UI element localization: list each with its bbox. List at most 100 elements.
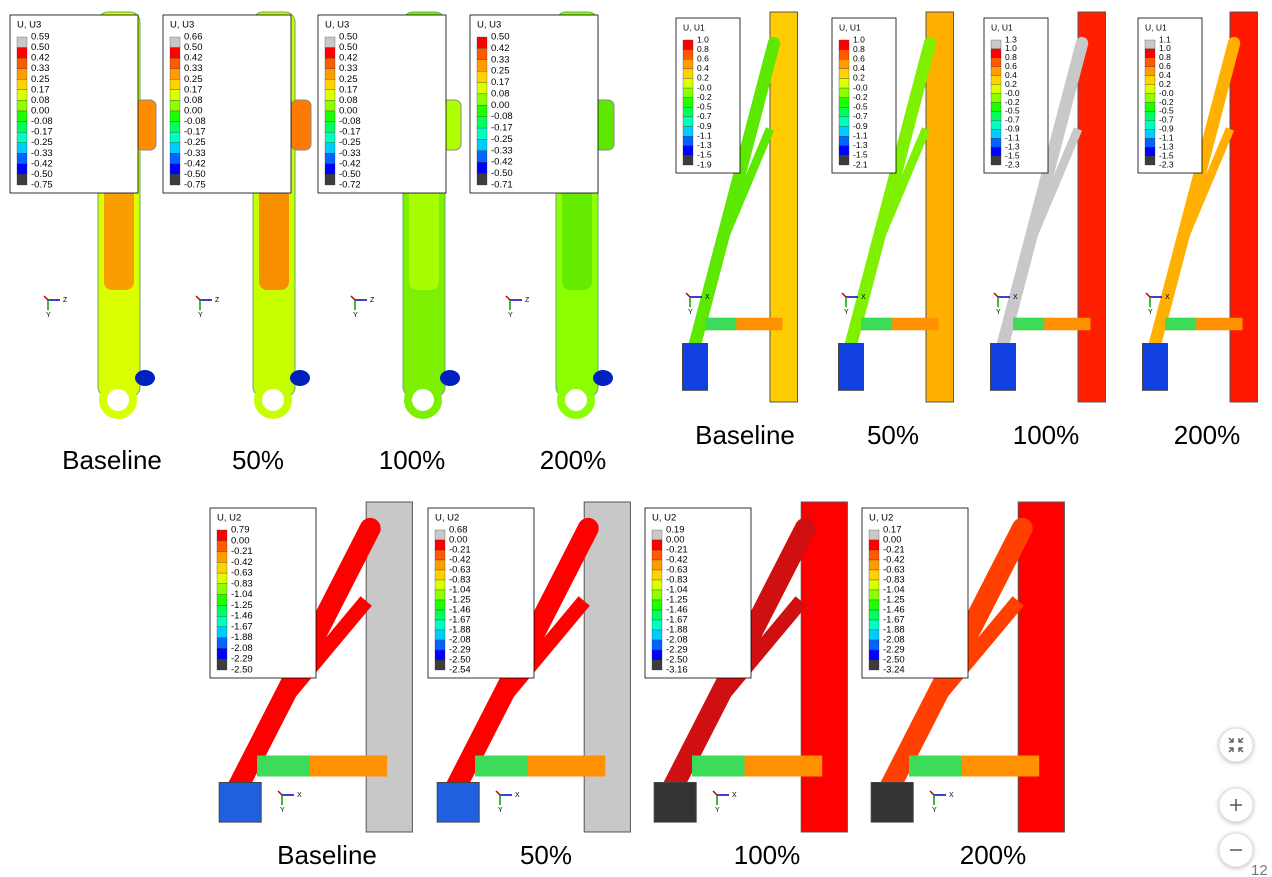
legend-value: -0.83 [883,575,905,586]
legend-box [469,14,599,194]
legend-swatch [651,639,663,651]
legend-swatch [16,57,28,69]
legend-swatch [169,79,181,91]
legend-value: -1.88 [231,632,253,643]
caption: 100% [1013,420,1080,450]
legend-value: 0.50 [184,42,203,53]
part-frame-brace [272,596,372,712]
legend-value: 1.0 [697,34,709,44]
legend-swatch [324,153,336,165]
legend-swatch [990,84,1002,94]
legend-swatch [1144,146,1156,157]
legend-title: U, U2 [435,513,459,524]
legend-value: -2.50 [666,655,688,666]
legend-value: -0.2 [697,92,712,102]
legend-swatch [990,48,1002,59]
legend-title: U, U1 [1145,22,1167,32]
legend-value: 0.50 [339,42,358,53]
legend-swatch [838,97,850,108]
legend-value: 0.6 [853,53,865,63]
legend-value: 0.42 [339,53,358,64]
legend-value: -0.9 [1159,124,1174,134]
legend-swatch [476,173,488,186]
part-frame-brace [1173,127,1235,256]
zoom-in-button[interactable] [1218,787,1254,823]
legend-swatch [1144,93,1156,103]
legend-swatch [476,150,488,163]
legend-swatch [682,68,694,79]
part-frame [925,11,954,403]
legend-value: 0.08 [491,88,510,99]
legend-swatch [1144,129,1156,139]
legend-value: -0.2 [1159,97,1174,107]
legend-value: 0.00 [491,100,510,111]
triad-axis [993,292,999,298]
legend-title: U, U3 [477,20,501,31]
legend-value: 0.6 [1005,61,1017,71]
legend-value: -1.46 [883,605,905,616]
legend-swatch [868,559,880,571]
legend-swatch [434,619,446,631]
legend-box [9,14,139,194]
legend-value: 0.00 [231,535,250,546]
triad-label: X [515,792,520,799]
legend-value: -0.9 [697,121,712,131]
legend-value: 0.4 [697,63,709,73]
legend-swatch [868,629,880,641]
legend-swatch [16,131,28,143]
part-frame-foot [838,343,864,391]
legend-value: -0.42 [491,157,513,168]
legend-swatch [682,136,694,146]
legend-swatch [16,100,28,112]
legend-swatch [16,110,28,122]
legend-swatch [476,116,488,129]
caption: 50% [520,840,572,870]
part-frame-foot [653,782,697,823]
legend-value: -0.7 [1005,115,1020,125]
legend-value: 0.25 [31,74,50,85]
legend-value: -2.08 [231,643,253,654]
fit-button[interactable] [1218,727,1254,763]
legend-swatch [324,68,336,80]
legend-swatch [324,100,336,112]
legend-swatch [216,583,228,595]
legend-value: -0.25 [31,137,53,148]
legend-swatch [476,93,488,106]
legend-value: -0.42 [666,555,688,566]
legend-value: -0.08 [31,116,53,127]
legend-value: -0.83 [449,575,471,586]
legend-value: 1.0 [1005,43,1017,53]
legend-value: -2.29 [666,645,688,656]
part-frame [1077,11,1106,403]
legend-swatch [169,163,181,175]
triad-label: Z [370,297,375,304]
legend-value: 0.33 [31,63,50,74]
legend-value: -0.42 [231,557,253,568]
legend-value: 0.59 [31,32,50,43]
zoom-out-button[interactable] [1218,832,1254,868]
caption: 100% [379,445,446,475]
triad-label: X [949,792,954,799]
legend-value: -0.50 [31,169,53,180]
part-frame [583,501,631,833]
legend-swatch [682,78,694,89]
legend-value: -0.0 [697,82,712,92]
legend-value: -1.46 [449,605,471,616]
legend-swatch [216,594,228,606]
legend-value: -0.83 [666,575,688,586]
legend-value: 0.08 [184,95,203,106]
legend-value: -0.50 [184,169,206,180]
legend-value: -1.04 [449,585,471,596]
legend-value: 1.0 [1159,43,1171,53]
legend-swatch [434,599,446,611]
legend-value: -1.67 [666,615,688,626]
legend-swatch [990,111,1002,121]
legend-swatch [434,649,446,661]
legend-swatch [16,174,28,186]
legend-value: 0.25 [491,66,510,77]
legend-swatch [16,47,28,59]
triad-label: X [732,792,737,799]
legend-value: 0.8 [1005,52,1017,62]
legend-value: -2.50 [231,665,253,676]
legend-swatch [434,659,446,671]
